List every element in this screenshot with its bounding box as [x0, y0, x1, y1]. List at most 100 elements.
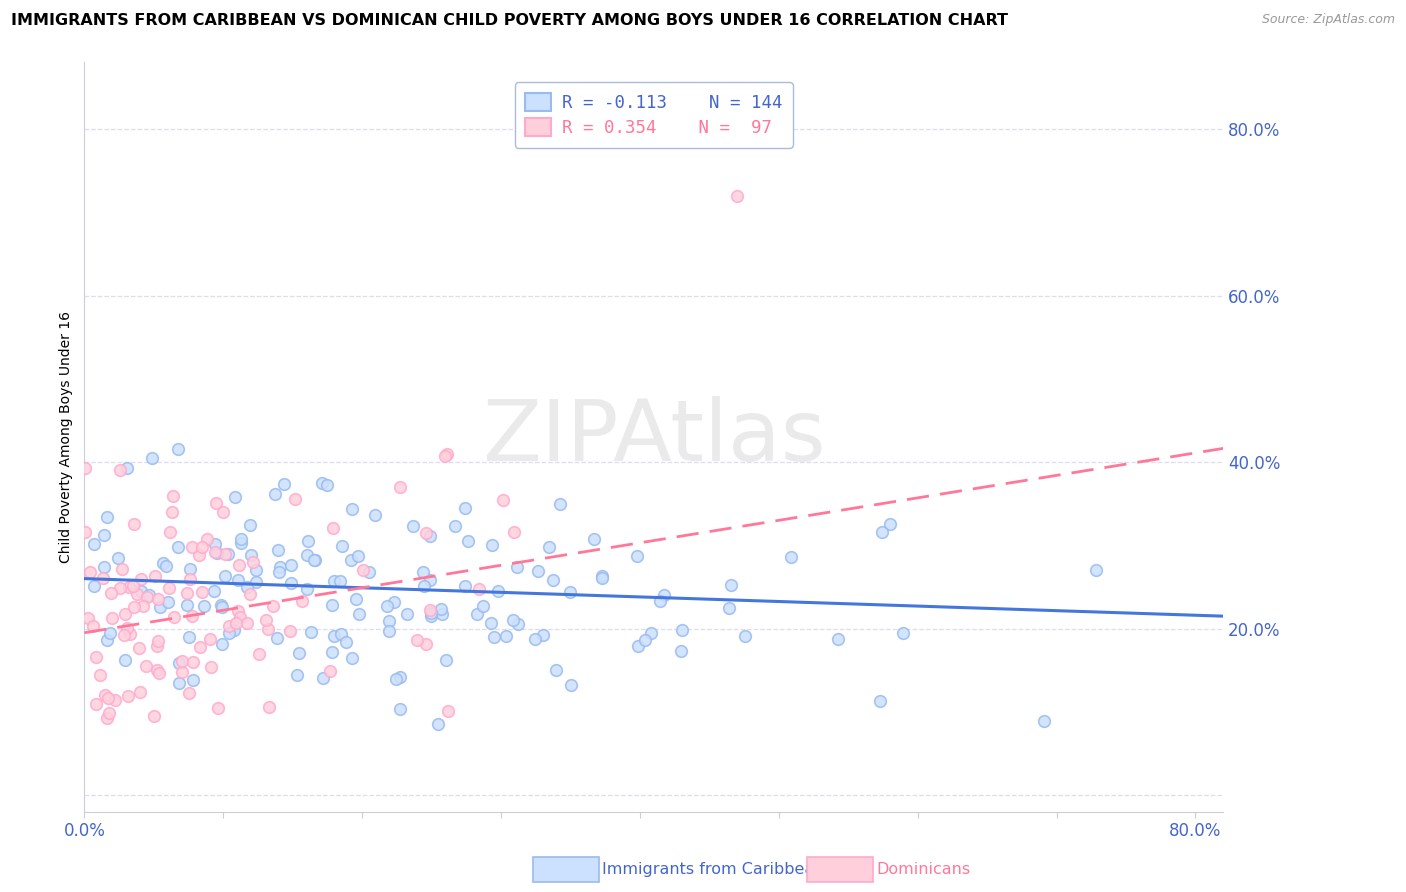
Point — [101, 611, 124, 625]
Point — [541, 574, 564, 588]
Point — [419, 573, 441, 587]
Point — [225, 615, 247, 630]
Point — [506, 560, 529, 574]
Point — [434, 450, 457, 464]
Point — [214, 569, 236, 583]
Point — [83, 579, 105, 593]
Point — [204, 536, 226, 550]
Point — [176, 598, 198, 612]
Point — [127, 586, 149, 600]
Point — [159, 524, 181, 539]
Point — [311, 671, 333, 685]
Point — [402, 519, 425, 533]
Point — [471, 599, 494, 613]
Text: Source: ZipAtlas.com: Source: ZipAtlas.com — [1261, 13, 1395, 27]
Point — [734, 629, 756, 643]
Point — [503, 524, 526, 539]
Point — [245, 574, 267, 589]
Point — [267, 543, 290, 558]
Point — [205, 545, 228, 559]
Point — [364, 508, 387, 522]
Point — [432, 607, 454, 621]
Point — [725, 188, 748, 202]
Point — [357, 566, 380, 580]
Point — [91, 571, 114, 585]
Point — [671, 624, 693, 638]
Point — [122, 579, 145, 593]
Point — [388, 701, 411, 715]
Point — [226, 604, 249, 618]
Point — [228, 558, 250, 572]
Point — [262, 599, 284, 613]
Point — [177, 686, 200, 700]
Point — [217, 547, 239, 561]
Point — [218, 626, 240, 640]
Point — [177, 630, 200, 644]
Point — [245, 563, 267, 577]
Point — [135, 590, 157, 604]
Point — [427, 717, 450, 731]
Point — [84, 650, 107, 665]
Point — [135, 659, 157, 673]
Point — [204, 496, 226, 510]
Point — [181, 673, 204, 687]
Point — [434, 653, 457, 667]
Point — [242, 555, 264, 569]
Point — [229, 536, 252, 550]
Point — [96, 510, 118, 524]
Point — [191, 585, 214, 599]
Point — [179, 562, 201, 576]
Point — [162, 489, 184, 503]
Point — [193, 599, 215, 613]
Point — [195, 532, 218, 546]
Point — [118, 581, 141, 595]
Point — [330, 539, 353, 553]
Point — [278, 624, 301, 639]
Point — [879, 517, 901, 532]
Point — [280, 558, 302, 572]
Point — [482, 630, 505, 644]
Point — [488, 584, 510, 599]
Point — [419, 528, 441, 542]
Point — [187, 549, 209, 563]
Point — [502, 613, 524, 627]
Point — [257, 699, 280, 714]
Point — [273, 476, 295, 491]
Point — [83, 536, 105, 550]
Point — [148, 666, 170, 681]
Point — [319, 665, 342, 679]
Point — [247, 647, 270, 661]
Point — [218, 619, 240, 633]
Point — [96, 711, 118, 725]
Point — [236, 616, 259, 631]
Point — [1084, 563, 1107, 577]
Point — [671, 644, 693, 658]
Point — [531, 628, 554, 642]
Point — [204, 544, 226, 558]
Point — [288, 646, 311, 660]
Point — [128, 641, 150, 656]
Point — [160, 505, 183, 519]
Point — [299, 625, 322, 640]
Point — [538, 540, 561, 554]
Point — [107, 551, 129, 566]
Point — [176, 586, 198, 600]
Point — [640, 626, 662, 640]
Point — [181, 655, 204, 669]
Point — [304, 553, 326, 567]
Point — [108, 581, 131, 595]
Point — [167, 541, 190, 555]
Point — [626, 549, 648, 563]
Point — [454, 579, 477, 593]
Point — [122, 599, 145, 614]
Point — [163, 610, 186, 624]
Point — [779, 549, 801, 564]
Point — [76, 611, 98, 625]
Point — [145, 663, 167, 677]
Point — [181, 608, 204, 623]
Text: Immigrants from Caribbean: Immigrants from Caribbean — [602, 863, 824, 877]
Point — [190, 640, 212, 655]
Point — [145, 639, 167, 653]
Point — [93, 527, 115, 541]
Point — [508, 617, 530, 632]
